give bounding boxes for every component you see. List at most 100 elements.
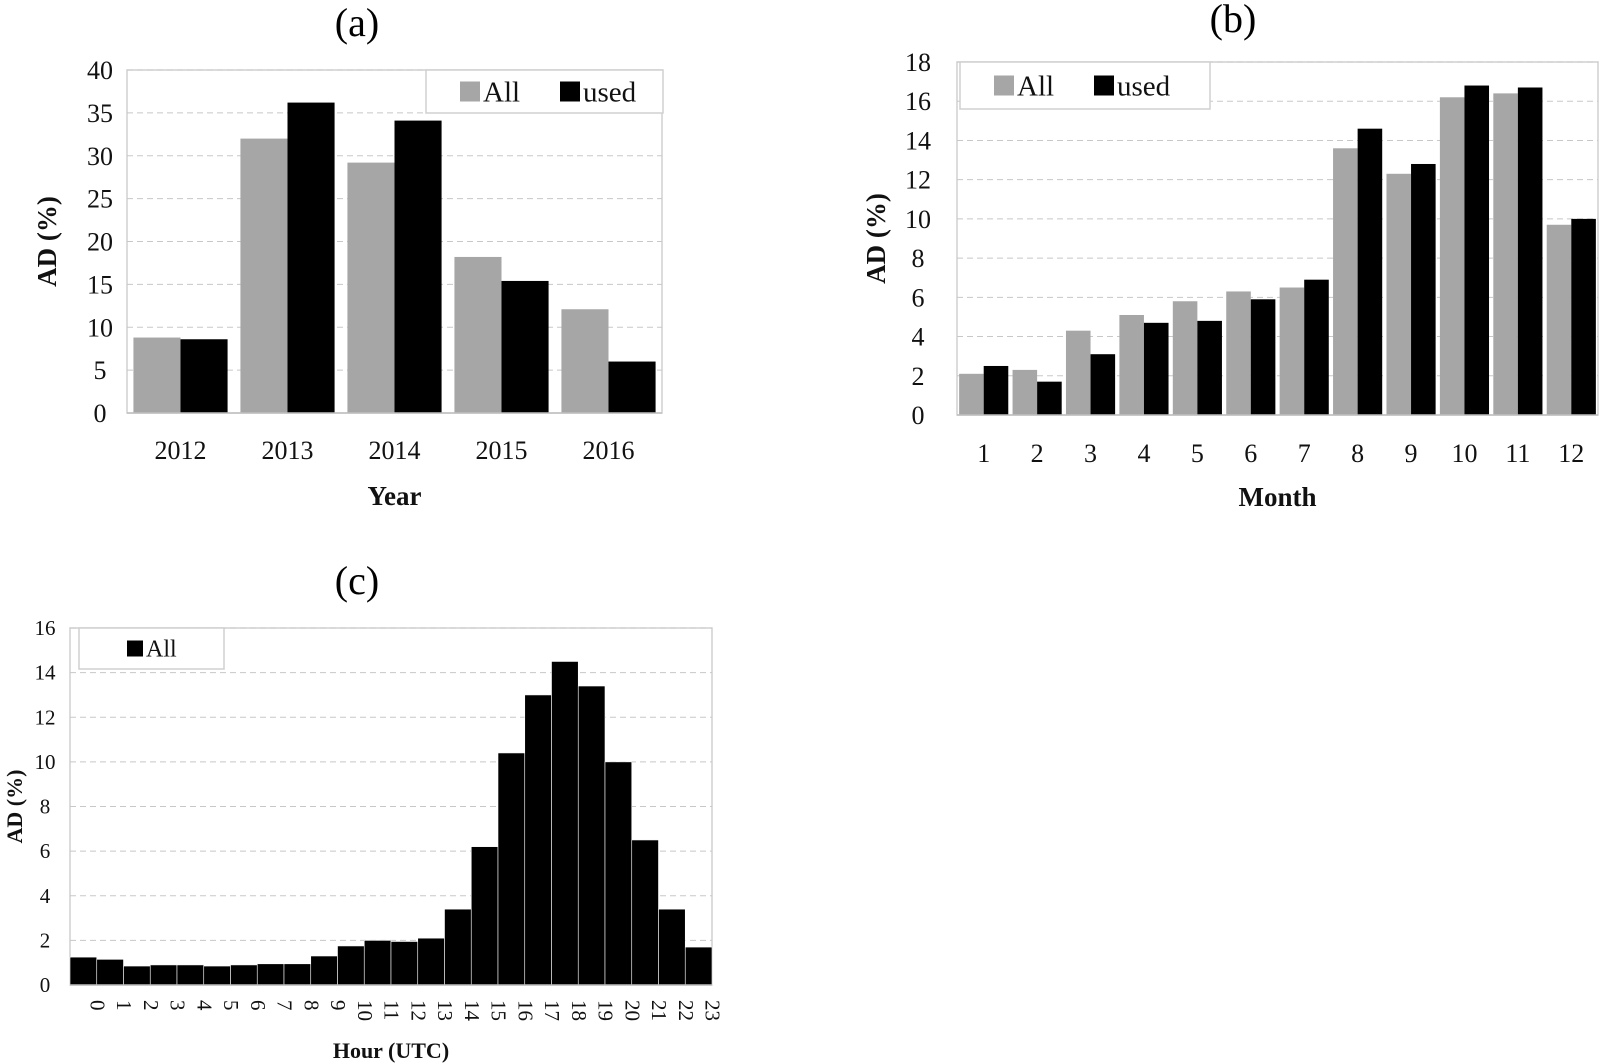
x-tick-label: 21 <box>647 1000 671 1021</box>
bar-used-11 <box>1517 87 1543 415</box>
x-tick-label: 2 <box>1031 439 1044 468</box>
y-tick-label: 10 <box>87 313 113 342</box>
bar-used-5 <box>1197 320 1222 415</box>
bar-used-2014 <box>394 120 442 413</box>
panel-label: (b) <box>1210 0 1257 41</box>
bar-all-10 <box>1439 97 1465 416</box>
legend-label-all: All <box>1017 71 1054 103</box>
bar-all-9 <box>1386 173 1412 415</box>
x-tick-label: 0 <box>85 1000 109 1011</box>
x-tick-label: 2013 <box>262 436 314 465</box>
y-tick-label: 8 <box>40 795 51 819</box>
y-axis-title: AD (%) <box>32 196 62 287</box>
y-axis-title: AD (%) <box>2 770 27 844</box>
y-tick-label: 0 <box>94 399 107 428</box>
y-tick-label: 16 <box>905 87 931 116</box>
bar-all-2015 <box>454 256 502 413</box>
bar-all-4 <box>176 964 205 986</box>
x-tick-label: 5 <box>1191 439 1204 468</box>
x-tick-label: 4 <box>192 1000 216 1011</box>
x-tick-label: 22 <box>674 1000 698 1021</box>
bar-all-2 <box>123 965 151 986</box>
x-tick-label: 20 <box>620 1000 644 1021</box>
chart-panel-a: (a) 0 5 10 15 20 25 30 35 40 2012 2013 2014 2015 2016 Y… <box>32 0 664 511</box>
bar-all-7 <box>1279 287 1305 415</box>
bar-used-2013 <box>287 102 335 414</box>
bar-all-5 <box>203 965 231 986</box>
y-tick-label: 4 <box>912 323 925 352</box>
legend-swatch-used <box>1094 75 1114 96</box>
bar-used-12 <box>1571 218 1596 415</box>
x-tick-label: 11 <box>1505 439 1530 468</box>
x-axis-title: Year <box>368 481 422 511</box>
x-tick-label: 5 <box>219 1000 243 1011</box>
y-tick-label: 12 <box>35 705 56 729</box>
panel-label: (c) <box>335 558 379 603</box>
x-tick-label: 2014 <box>369 436 421 465</box>
y-tick-label: 6 <box>40 839 51 863</box>
bar-all-15 <box>470 846 499 986</box>
bar-all-2 <box>1012 369 1038 415</box>
legend-label-used: used <box>1117 71 1171 103</box>
bar-all-22 <box>658 908 686 986</box>
bar-all-1 <box>96 959 124 986</box>
legend-swatch-used <box>560 81 580 102</box>
legend-box <box>78 627 225 670</box>
bar-used-2012 <box>180 339 228 413</box>
legend-label-all: All <box>483 77 520 109</box>
y-tick-label: 4 <box>40 884 51 908</box>
x-tick-label: 18 <box>567 1000 591 1021</box>
y-tick-label: 18 <box>905 48 931 77</box>
bar-all-9 <box>310 955 338 986</box>
x-tick-label: 13 <box>433 1000 457 1021</box>
bar-used-10 <box>1464 85 1490 416</box>
x-tick-label: 1 <box>977 439 990 468</box>
x-tick-label: 16 <box>513 1000 537 1021</box>
y-tick-label: 16 <box>35 616 56 640</box>
y-tick-label: 30 <box>87 142 113 171</box>
legend-swatch-all <box>460 81 480 102</box>
x-tick-label: 3 <box>166 1000 190 1011</box>
bar-all-2013 <box>240 138 288 413</box>
legend-label-used: used <box>583 77 637 109</box>
bar-all-7 <box>256 963 285 986</box>
x-tick-label: 2015 <box>476 436 528 465</box>
x-tick-label: 10 <box>353 1000 377 1021</box>
bar-all-3 <box>149 964 178 986</box>
x-tick-label: 1 <box>112 1000 136 1011</box>
bar-all-21 <box>631 839 659 986</box>
bar-all-8 <box>1333 148 1358 416</box>
bar-all-20 <box>604 761 633 986</box>
bar-all-0 <box>69 956 98 986</box>
x-tick-label: 12 <box>1558 439 1584 468</box>
y-axis-title: AD (%) <box>861 193 891 284</box>
x-tick-label: 17 <box>540 1000 564 1021</box>
bar-all-2016 <box>561 309 609 413</box>
bar-used-9 <box>1411 163 1436 415</box>
x-tick-label: 14 <box>460 1000 484 1022</box>
bar-used-8 <box>1357 128 1383 415</box>
bar-all-17 <box>524 694 552 986</box>
x-tick-label: 7 <box>273 1000 297 1011</box>
x-tick-label: 2016 <box>583 436 635 465</box>
bar-all-14 <box>444 908 472 986</box>
y-tick-label: 12 <box>905 166 931 195</box>
y-tick-label: 2 <box>40 928 51 952</box>
x-tick-label: 6 <box>246 1000 270 1011</box>
bar-all-11 <box>1493 93 1518 415</box>
y-tick-label: 35 <box>87 99 113 128</box>
x-tick-label: 2 <box>139 1000 163 1011</box>
bar-used-4 <box>1143 322 1169 415</box>
bar-all-5 <box>1172 301 1198 415</box>
x-tick-label: 4 <box>1137 439 1150 468</box>
y-tick-label: 10 <box>35 750 56 774</box>
bar-used-2 <box>1037 381 1062 415</box>
legend: All used <box>959 61 1211 110</box>
bar-used-1 <box>983 365 1009 415</box>
legend-swatch-all <box>127 640 143 657</box>
legend: All <box>78 627 225 670</box>
x-tick-label: 9 <box>1405 439 1418 468</box>
bar-all-16 <box>497 752 526 986</box>
